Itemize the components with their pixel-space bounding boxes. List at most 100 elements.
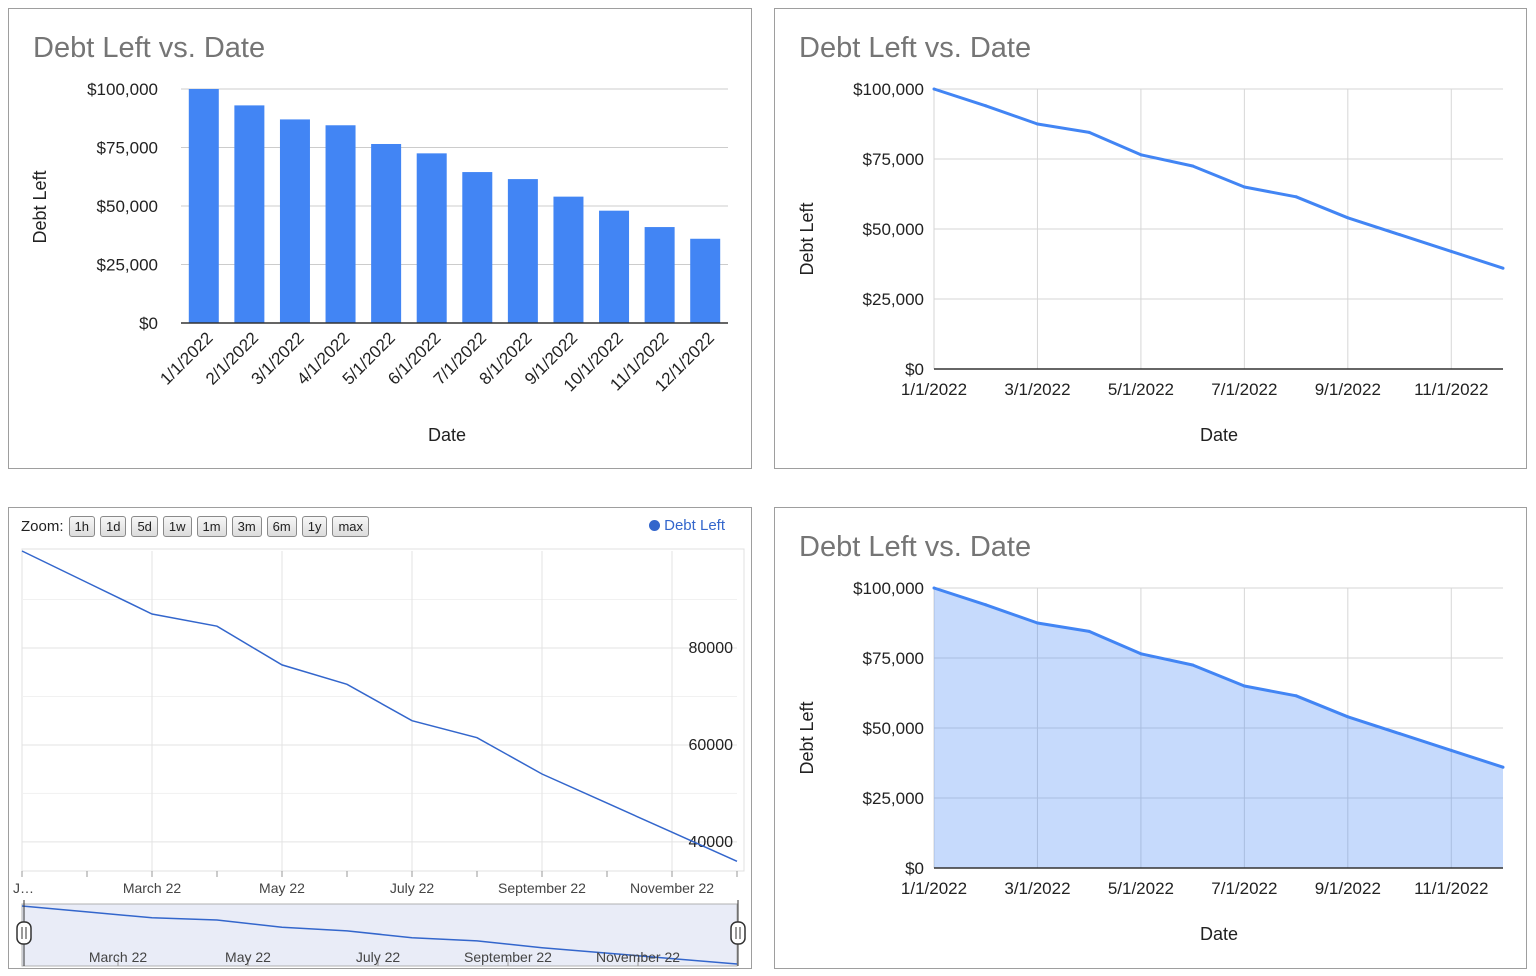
annotation-chart: 40000 60000 80000 J… March 22 May 22 July 22 Se… [13,548,746,967]
zoom-max-button[interactable]: max [332,516,370,537]
bar [371,143,402,323]
x-tick-label: 1/1/2022 [901,380,967,399]
zoom-1h-button[interactable]: 1h [68,516,95,537]
x-axis-label: Date [1200,924,1238,944]
x-axis-label: Date [428,425,466,445]
data-point [1191,164,1195,168]
data-point [1346,715,1350,719]
y-tick-label: $75,000 [863,649,924,668]
zoom-label: Zoom: [21,518,64,535]
data-point [1139,652,1143,656]
y-tick-label: 40000 [689,834,734,851]
data-point [1449,249,1453,253]
y-axis-label: Debt Left [30,170,50,243]
chart-title: Debt Left vs. Date [799,531,1031,563]
x-tick-label: September 22 [498,880,586,896]
bar-chart: Debt Left vs. Date $0 $25,000 $50,000 $75,00… [30,32,728,445]
bar [325,125,356,324]
data-point [1501,266,1505,270]
line-chart: Debt Left vs. Date $0 $25,000 $50,000 $75,00… [797,32,1505,445]
x-tick-label: 1/1/2022 [901,879,967,898]
bar [416,153,447,323]
bar [234,105,265,323]
data-point [1035,122,1039,126]
y-axis-label: Debt Left [797,202,817,275]
navigator-tick-label: May 22 [225,949,271,965]
data-point [1346,216,1350,220]
area-chart: Debt Left vs. Date $0 $25,000 $50,000 $75,00… [797,531,1505,944]
y-tick-label: 80000 [689,640,734,657]
data-point [932,87,936,91]
zoom-1d-button[interactable]: 1d [99,516,127,537]
x-tick-label: 11/1/2022 [1414,879,1488,898]
data-point [1242,684,1246,688]
bar-chart-panel: Debt Left vs. Date $0 $25,000 $50,000 $75,00… [8,8,752,469]
series-line [933,87,1504,270]
range-handle-right-icon[interactable] [730,921,746,945]
x-tick-label: 5/1/2022 [1108,879,1174,898]
zoom-3m-button[interactable]: 3m [231,516,262,537]
x-tick-label: November 22 [630,880,714,896]
data-point [1398,732,1402,736]
series-line [933,586,1504,769]
navigator-tick-label: November 22 [596,949,680,965]
x-tick-label: 9/1/2022 [1315,879,1381,898]
x-tick-label: 7/1/2022 [1211,879,1277,898]
y-axis-label: Debt Left [797,701,817,774]
bar [188,89,219,323]
y-tick-label: $100,000 [853,579,924,598]
data-point [1139,153,1143,157]
legend-dot-icon [649,520,661,531]
chart-title: Debt Left vs. Date [799,32,1031,64]
y-tick-label: $75,000 [863,150,924,169]
x-tick-label: 7/1/2022 [1211,380,1277,399]
data-point [984,104,988,108]
x-tick-label: May 22 [259,880,305,896]
y-tick-label: $0 [905,859,924,878]
data-point [1087,629,1091,633]
y-tick-label: $25,000 [97,256,158,275]
series-line [21,550,738,862]
x-tick-label: March 22 [123,880,182,896]
zoom-6m-button[interactable]: 6m [266,516,297,537]
legend[interactable]: Debt Left [649,517,725,534]
data-point [1242,185,1246,189]
y-tick-label: $50,000 [863,220,924,239]
bar [599,210,630,323]
x-tick-label: 3/1/2022 [1004,380,1070,399]
x-axis-label: Date [1200,425,1238,445]
bar [644,227,675,323]
area-fill [934,588,1503,868]
zoom-1w-button[interactable]: 1w [162,516,192,537]
y-tick-label: $0 [905,360,924,379]
bar [690,238,721,323]
y-tick-label: $50,000 [97,197,158,216]
chart-title: Debt Left vs. Date [33,32,265,64]
x-tick-label: 5/1/2022 [1108,380,1174,399]
navigator-line [21,905,738,965]
x-tick-label: J… [13,880,34,896]
range-handle-left-icon[interactable] [16,921,32,945]
y-tick-label: 60000 [689,737,734,754]
x-tick-label: 11/1/2022 [1414,380,1488,399]
data-point [1191,663,1195,667]
y-tick-label: $50,000 [863,719,924,738]
x-tick-label: 3/1/2022 [1004,879,1070,898]
data-point [984,603,988,607]
data-point [932,586,936,590]
data-point [1501,765,1505,769]
data-point [1035,621,1039,625]
area-chart-panel: Debt Left vs. Date $0 $25,000 $50,000 $75,00… [774,507,1527,969]
data-point [1294,694,1298,698]
handle-body [730,921,746,945]
zoom-1m-button[interactable]: 1m [196,516,227,537]
zoom-1y-button[interactable]: 1y [301,516,328,537]
bar [279,119,310,323]
y-tick-label: $100,000 [87,80,158,99]
data-point [1294,195,1298,199]
y-tick-label: $25,000 [863,290,924,309]
y-tick-label: $100,000 [853,80,924,99]
zoom-5d-button[interactable]: 5d [131,516,158,537]
bar [507,179,538,323]
data-point [1449,748,1453,752]
